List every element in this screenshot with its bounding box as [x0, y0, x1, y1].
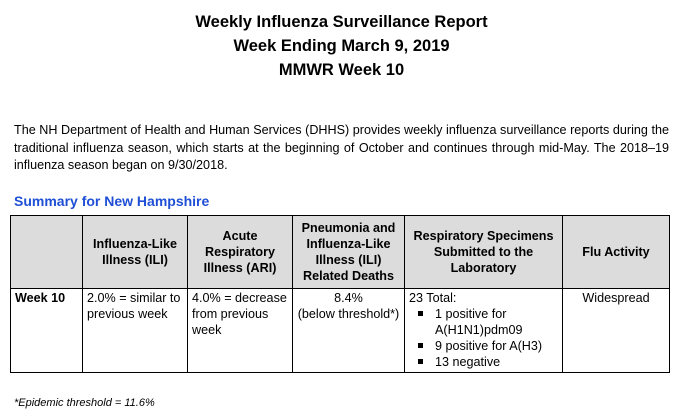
- cell-specimens: 23 Total: 1 positive for A(H1N1)pdm09 9 …: [404, 288, 563, 373]
- footnote: *Epidemic threshold = 11.6%: [14, 397, 155, 409]
- specimens-list: 1 positive for A(H1N1)pdm09 9 positive f…: [409, 306, 558, 370]
- header-blank: [10, 215, 83, 289]
- intro-paragraph: The NH Department of Health and Human Se…: [14, 123, 669, 172]
- specimens-total: 23 Total:: [409, 291, 457, 305]
- header-ili: Influenza-Like Illness (ILI): [82, 215, 188, 289]
- cell-flu-activity: Widespread: [562, 288, 670, 373]
- header-pi-deaths: Pneumonia and Influenza-Like Illness (IL…: [292, 215, 405, 289]
- cell-ili: 2.0% = similar to previous week: [82, 288, 188, 373]
- cell-ari: 4.0% = decrease from previous week: [187, 288, 293, 373]
- header-ari: Acute Respiratory Illness (ARI): [187, 215, 293, 289]
- list-item: 1 positive for A(H1N1)pdm09: [418, 306, 558, 338]
- list-item: 13 negative: [418, 354, 558, 370]
- table-row: Week 10 2.0% = similar to previous week …: [10, 288, 670, 373]
- report-title: Weekly Influenza Surveillance Report: [195, 13, 488, 31]
- pi-deaths-note: (below threshold*): [297, 307, 400, 321]
- pi-deaths-value: 8.4%: [334, 291, 363, 305]
- cell-pi-deaths: 8.4% (below threshold*): [292, 288, 405, 373]
- row-label-week: Week 10: [10, 288, 83, 373]
- report-week-ending: Week Ending March 9, 2019: [233, 37, 450, 55]
- report-title-block: Weekly Influenza Surveillance Report Wee…: [0, 10, 683, 82]
- summary-heading: Summary for New Hampshire: [14, 193, 210, 209]
- list-item: 9 positive for A(H3): [418, 338, 558, 354]
- report-mmwr-week: MMWR Week 10: [278, 61, 405, 79]
- header-flu-activity: Flu Activity: [562, 215, 670, 289]
- header-specimens: Respiratory Specimens Submitted to the L…: [404, 215, 563, 289]
- summary-header-row: Influenza-Like Illness (ILI) Acute Respi…: [10, 215, 670, 289]
- summary-table: Influenza-Like Illness (ILI) Acute Respi…: [10, 215, 670, 373]
